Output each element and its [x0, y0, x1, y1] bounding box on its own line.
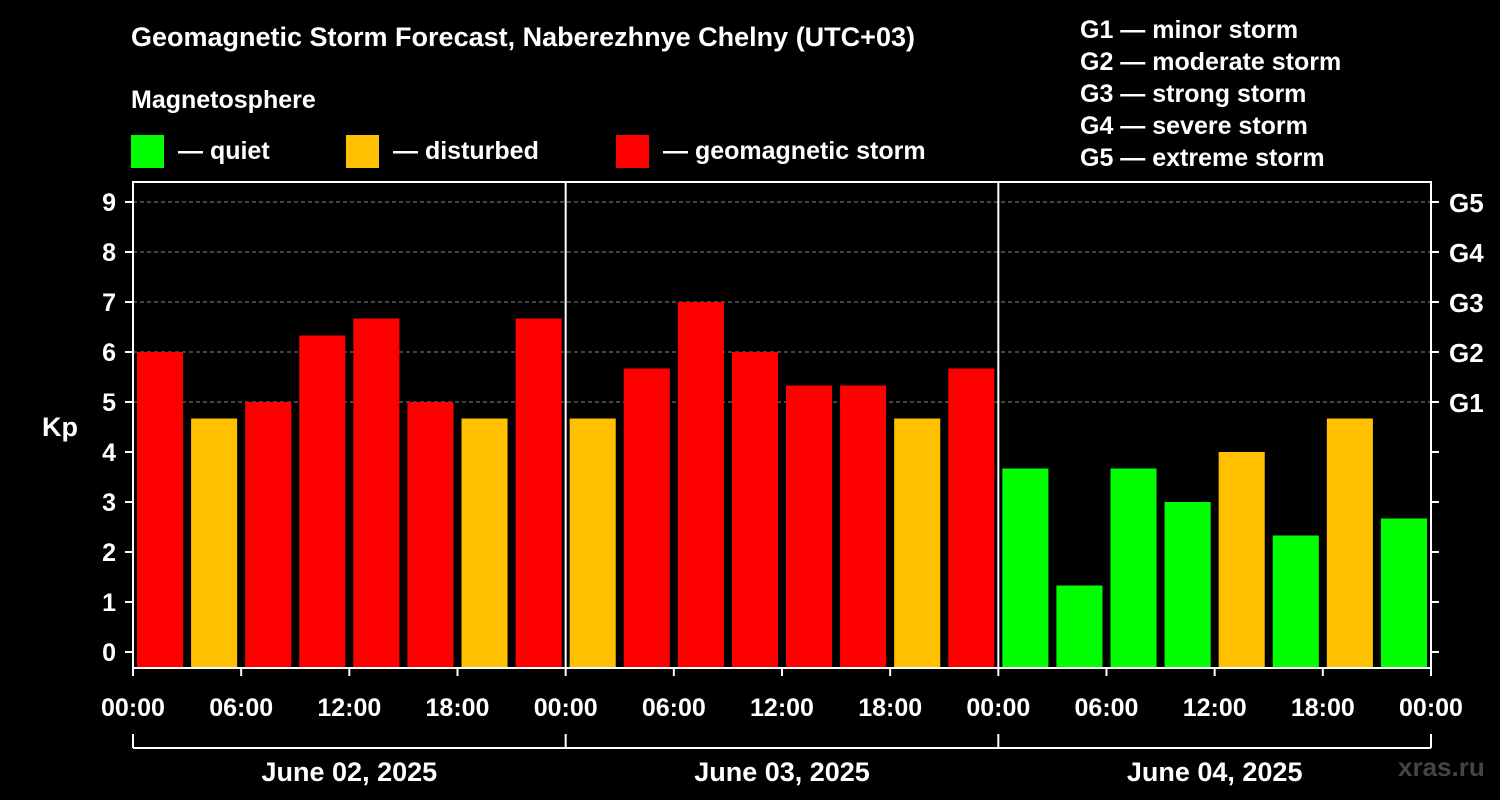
x-tick-label-12: 00:00: [1399, 694, 1463, 722]
bar-3: [299, 335, 346, 668]
bar-8: [569, 418, 616, 668]
bar-7: [515, 318, 562, 668]
y2-tick-label-g3: G3: [1449, 288, 1484, 318]
bar-19: [1164, 502, 1211, 668]
storm-scale-g5: G5 — extreme storm: [1080, 144, 1325, 172]
bar-2: [245, 402, 292, 668]
storm-scale-g1: G1 — minor storm: [1080, 16, 1299, 44]
x-tick-label-2: 12:00: [317, 694, 381, 722]
x-tick-label-4: 00:00: [534, 694, 598, 722]
bar-18: [1110, 468, 1157, 668]
bar-10: [677, 302, 724, 668]
y-tick-label-5: 5: [102, 389, 116, 417]
x-tick-label-7: 18:00: [858, 694, 922, 722]
legend-swatch-storm: [616, 134, 649, 168]
bar-1: [191, 418, 238, 668]
storm-scale-g4: G4 — severe storm: [1080, 112, 1308, 140]
bar-15: [948, 368, 995, 668]
bar-12: [786, 385, 833, 668]
legend-swatch-quiet: [131, 134, 164, 168]
date-label-1: June 03, 2025: [694, 757, 870, 787]
legend-item-disturbed: — disturbed: [346, 134, 539, 168]
x-tick-label-1: 06:00: [209, 694, 273, 722]
bar-20: [1218, 452, 1265, 668]
storm-scale-legend: G1 — minor storm G2 — moderate storm G3 …: [1080, 14, 1341, 174]
bar-9: [623, 368, 670, 668]
bar-16: [1002, 468, 1049, 668]
x-tick-label-3: 18:00: [426, 694, 490, 722]
y2-tick-label-g2: G2: [1449, 338, 1484, 368]
storm-scale-g2: G2 — moderate storm: [1080, 48, 1342, 76]
y2-tick-label-g1: G1: [1449, 388, 1484, 418]
bar-11: [731, 352, 778, 668]
y2-tick-label-g4: G4: [1449, 238, 1484, 268]
bar-17: [1056, 585, 1103, 668]
y-tick-label-9: 9: [102, 189, 116, 217]
legend-label-storm: — geomagnetic storm: [663, 136, 926, 165]
bar-23: [1380, 518, 1427, 668]
bar-5: [407, 402, 454, 668]
x-tick-label-8: 00:00: [966, 694, 1030, 722]
x-tick-label-9: 06:00: [1075, 694, 1139, 722]
y-tick-label-3: 3: [102, 489, 116, 517]
chart-title: Geomagnetic Storm Forecast, Naberezhnye …: [131, 22, 915, 52]
x-tick-label-6: 12:00: [750, 694, 814, 722]
bar-0: [137, 352, 184, 668]
legend-label-quiet: — quiet: [178, 136, 270, 165]
bar-21: [1272, 535, 1319, 668]
x-tick-label-0: 00:00: [101, 694, 165, 722]
x-tick-label-5: 06:00: [642, 694, 706, 722]
storm-scale-g3: G3 — strong storm: [1080, 80, 1307, 108]
bar-13: [840, 385, 887, 668]
y-tick-label-2: 2: [102, 539, 116, 567]
bar-4: [353, 318, 400, 668]
x-tick-label-10: 12:00: [1183, 694, 1247, 722]
y-tick-label-7: 7: [102, 289, 116, 317]
y-axis-label: Kp: [42, 412, 78, 442]
legend-item-storm: — geomagnetic storm: [616, 134, 926, 168]
y-tick-label-0: 0: [102, 639, 116, 667]
y-tick-label-4: 4: [102, 439, 116, 467]
legend-label-disturbed: — disturbed: [393, 136, 539, 165]
y2-tick-label-g5: G5: [1449, 188, 1484, 218]
bar-22: [1326, 418, 1373, 668]
y-tick-label-6: 6: [102, 339, 116, 367]
date-label-0: June 02, 2025: [262, 757, 438, 787]
date-label-2: June 04, 2025: [1127, 757, 1303, 787]
watermark: xras.ru: [1398, 752, 1485, 782]
legend-item-quiet: — quiet: [131, 134, 270, 168]
bar-6: [461, 418, 508, 668]
y-tick-label-8: 8: [102, 239, 116, 267]
bar-14: [894, 418, 941, 668]
legend-swatch-disturbed: [346, 134, 379, 168]
y-tick-label-1: 1: [102, 589, 116, 617]
magnetosphere-label: Magnetosphere: [131, 86, 316, 114]
x-tick-label-11: 18:00: [1291, 694, 1355, 722]
